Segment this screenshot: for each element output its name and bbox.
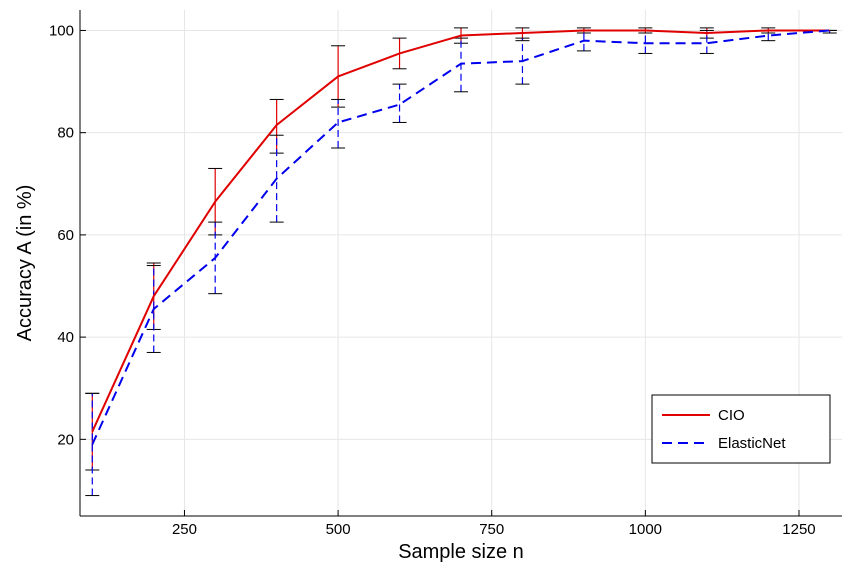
y-tick-label: 40: [57, 329, 74, 346]
y-tick-label: 100: [49, 22, 74, 39]
error-bar-elasticnet: [85, 392, 100, 497]
series-line-cio: [91, 29, 830, 433]
x-tick-label: 500: [326, 521, 351, 538]
legend-label-cio: CIO: [718, 407, 745, 424]
x-tick-label: 250: [172, 521, 197, 538]
y-tick-label: 60: [57, 227, 74, 244]
axes: [79, 10, 842, 517]
error-bar-elasticnet: [699, 29, 714, 54]
x-axis-title: Sample size n: [398, 541, 524, 563]
series-lines: [91, 29, 830, 445]
y-tick-label: 20: [57, 431, 74, 448]
error-bar-elasticnet: [454, 37, 468, 93]
series-line-elasticnet: [91, 29, 830, 445]
x-tick-label: 1250: [782, 521, 815, 538]
tick-labels: 250 500 750 1000 1250 20 40 60 80 100: [49, 22, 816, 538]
legend: CIO ElasticNet: [651, 394, 831, 464]
y-axis-title: Accuracy A (in %): [14, 185, 36, 342]
legend-label-elasticnet: ElasticNet: [718, 435, 786, 452]
x-tick-label: 1000: [629, 521, 662, 538]
error-bar-elasticnet: [392, 83, 407, 123]
legend-box: [651, 394, 831, 464]
error-bar-elasticnet: [269, 134, 284, 223]
x-tick-label: 750: [479, 521, 504, 538]
error-bar-elasticnet: [331, 98, 346, 149]
error-bar-elasticnet: [146, 265, 161, 353]
y-tick-label: 80: [57, 125, 74, 142]
